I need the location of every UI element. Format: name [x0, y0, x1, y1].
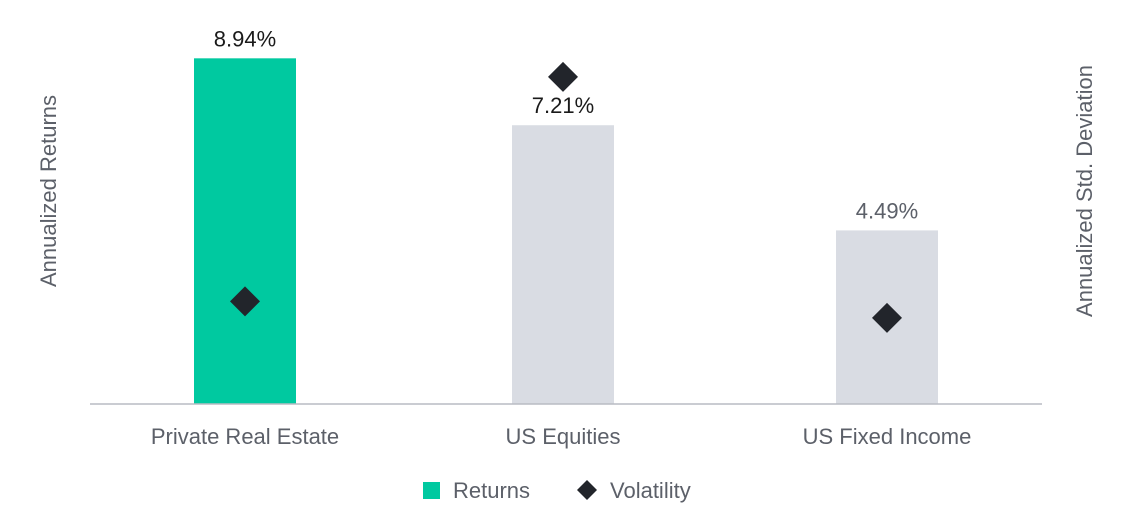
legend-returns-swatch — [423, 482, 440, 499]
y-axis-label-right: Annualized Std. Deviation — [1072, 65, 1097, 317]
volatility-marker-3 — [872, 302, 902, 333]
volatility-marker-1 — [230, 286, 260, 317]
bar-value-label-2: 7.21% — [532, 93, 594, 118]
bar-value-label-1: 8.94% — [214, 26, 276, 51]
x-tick-labels: Private Real Estate US Equities US Fixed I… — [151, 424, 972, 449]
bar-labels-layer: 8.94% 7.21% 4.49% — [214, 26, 918, 223]
y-axis-label-left: Annualized Returns — [36, 95, 61, 287]
markers-layer — [230, 61, 902, 333]
bar-2 — [512, 125, 614, 405]
legend-volatility-diamond-icon — [577, 480, 597, 500]
legend-volatility-label: Volatility — [610, 478, 691, 503]
x-tick-label-1: Private Real Estate — [151, 424, 339, 449]
legend: Returns Volatility — [423, 478, 691, 503]
x-tick-label-3: US Fixed Income — [803, 424, 972, 449]
bars-layer — [194, 58, 938, 405]
x-tick-label-2: US Equities — [506, 424, 621, 449]
legend-returns-label: Returns — [453, 478, 530, 503]
volatility-marker-2 — [548, 61, 578, 92]
bar-value-label-3: 4.49% — [856, 198, 918, 223]
bar-1 — [194, 58, 296, 404]
